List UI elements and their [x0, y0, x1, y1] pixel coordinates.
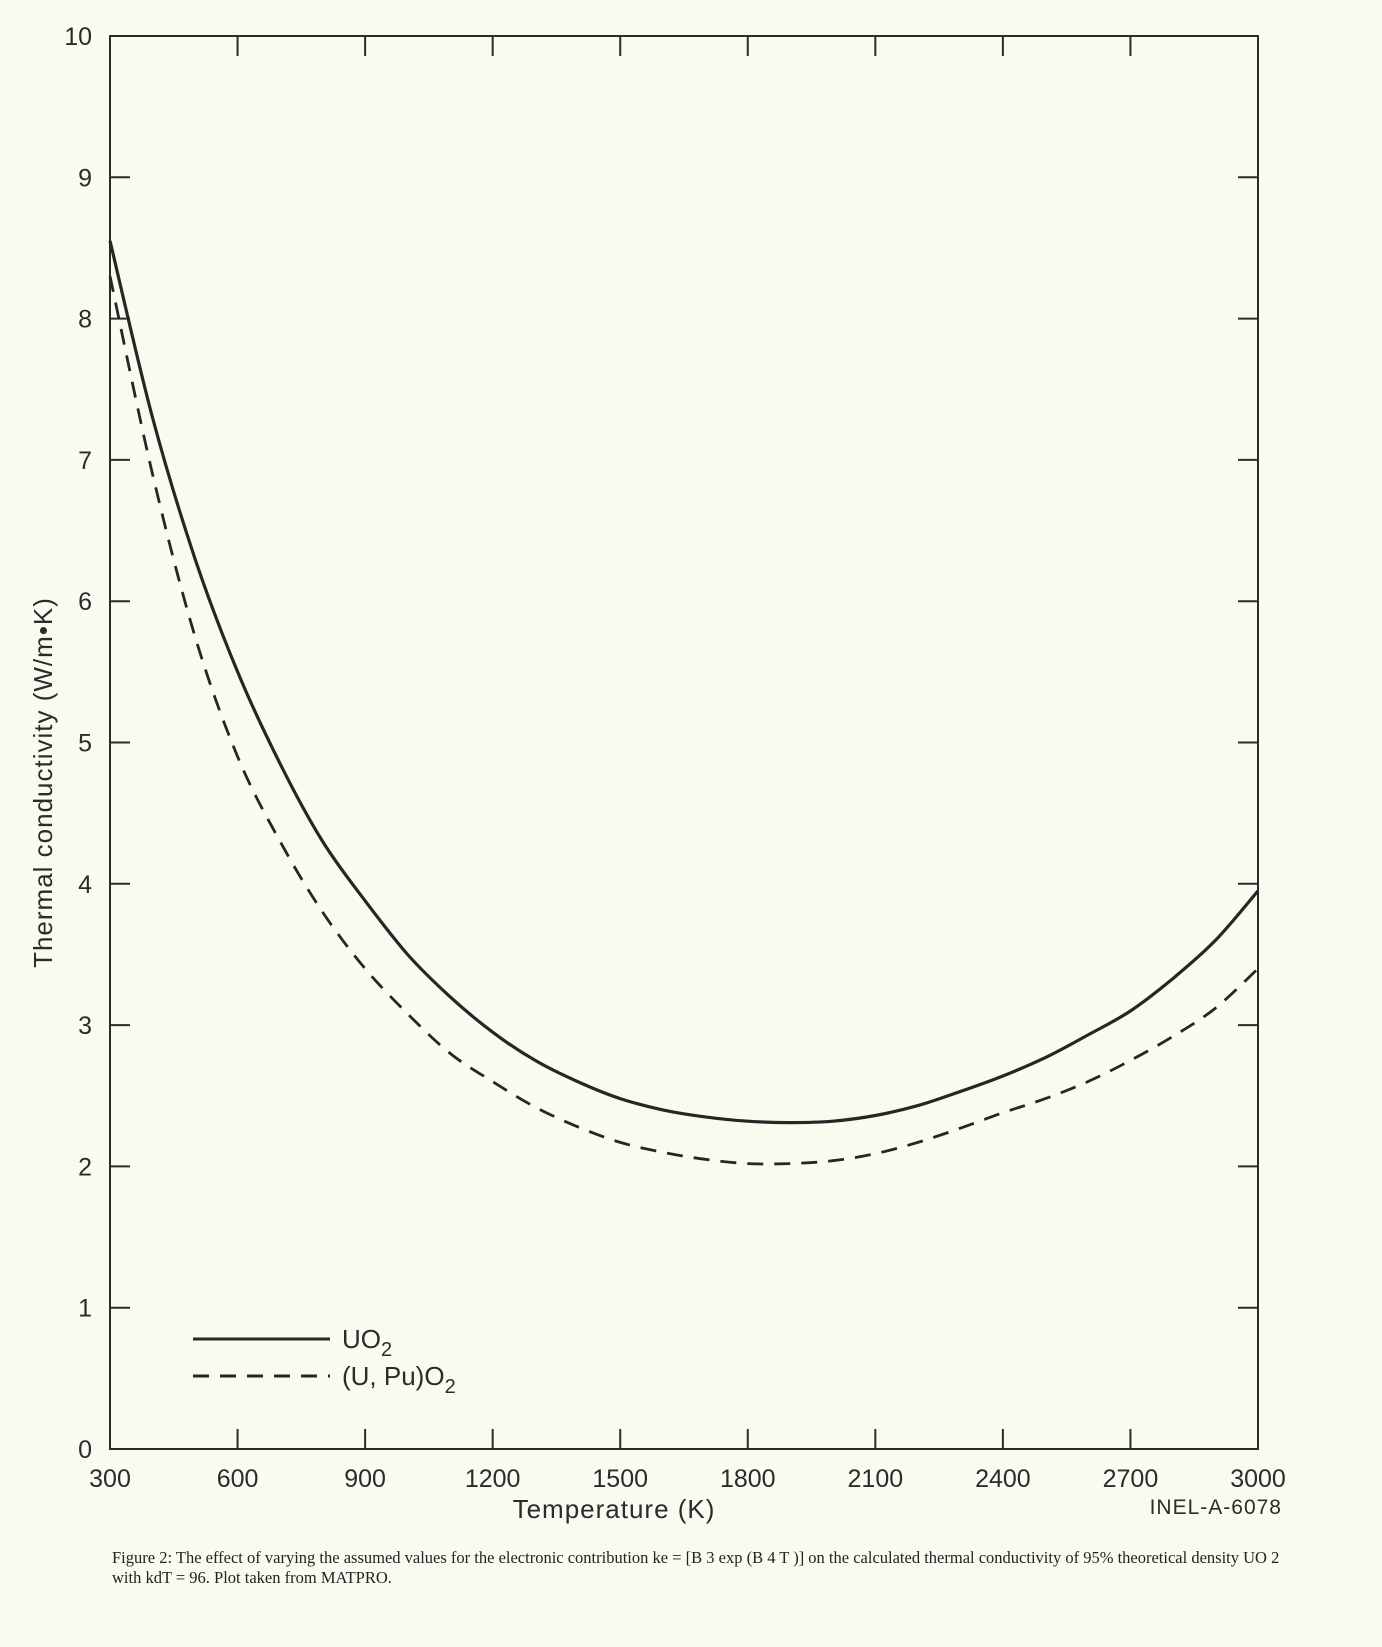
y-tick-label: 1 [78, 1295, 92, 1323]
y-tick-label: 10 [64, 23, 92, 51]
axis-tick-labels: 300 600 900 1200 1500 1800 2100 2400 2700 3000 0 1 2… [64, 23, 1286, 1493]
y-tick-label: 9 [78, 164, 92, 192]
y-tick-label: 0 [78, 1436, 92, 1464]
y-axis-title: Thermal conductivity (W/m•K) [28, 597, 58, 968]
x-tick-label: 600 [217, 1465, 259, 1493]
y-tick-label: 7 [78, 447, 92, 475]
y-tick-label: 5 [78, 730, 92, 758]
series-line-u-pu-o2 [108, 275, 1259, 1166]
legend: UO2(U, Pu)O2 [193, 1324, 456, 1398]
axis-ticks [110, 36, 1258, 1449]
legend-label: (U, Pu)O2 [342, 1361, 456, 1398]
x-tick-label: 900 [344, 1465, 386, 1493]
x-tick-label: 1800 [720, 1465, 776, 1493]
legend-label: UO2 [342, 1324, 392, 1361]
chart-figure: 300 600 900 1200 1500 1800 2100 2400 2700 3000 0 1 2… [28, 23, 1286, 1524]
y-tick-label: 2 [78, 1153, 92, 1181]
plot-frame [109, 35, 1259, 1450]
x-axis-title: Temperature (K) [513, 1494, 716, 1524]
x-tick-label: 300 [89, 1465, 131, 1493]
figure-caption: Figure 2: The effect of varying the assu… [112, 1548, 1280, 1587]
y-tick-label: 6 [78, 588, 92, 616]
y-tick-label: 8 [78, 306, 92, 334]
y-tick-label: 4 [78, 871, 92, 899]
thermal-conductivity-chart: 300 600 900 1200 1500 1800 2100 2400 2700 3000 0 1 2… [28, 23, 1286, 1524]
y-tick-label: 3 [78, 1012, 92, 1040]
x-tick-label: 2400 [975, 1465, 1031, 1493]
x-tick-label: 2100 [848, 1465, 904, 1493]
x-tick-label: 3000 [1230, 1465, 1286, 1493]
x-tick-label: 2700 [1103, 1465, 1159, 1493]
reference-id: INEL-A-6078 [1150, 1496, 1282, 1519]
series-lines [108, 240, 1260, 1166]
x-tick-label: 1200 [465, 1465, 521, 1493]
x-tick-label: 1500 [592, 1465, 648, 1493]
series-line-uo2 [108, 240, 1260, 1125]
